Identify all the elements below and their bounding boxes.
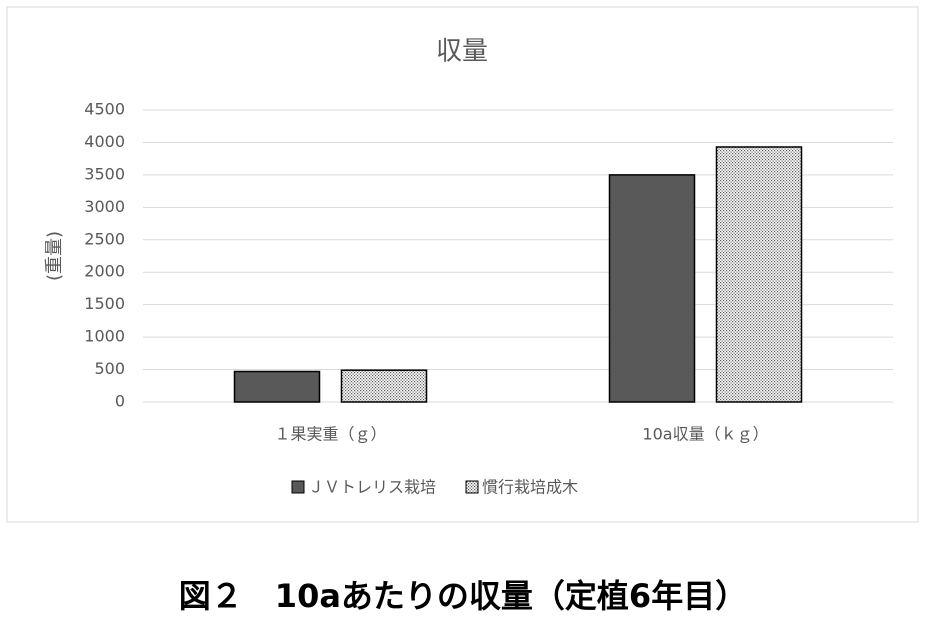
y-tick-label: 4000 [84,132,125,151]
x-tick-label: １果実重（ｇ） [274,425,386,444]
legend-swatch [465,480,479,494]
y-tick-label: 0 [115,392,125,411]
legend-label: 慣行栽培成木 [482,478,578,497]
y-tick-label: 1500 [84,294,125,313]
y-tick-label: 500 [94,359,125,378]
bar [340,369,428,403]
y-tick-label: 4500 [84,100,125,119]
bar [233,370,321,403]
bar [608,174,696,403]
y-tick-label: 3000 [84,197,125,216]
legend-swatch [291,480,305,494]
legend-label: ＪＶトレリス栽培 [308,478,436,497]
x-tick-label: 10a収量（ｋｇ） [642,425,768,444]
caption: 図２ 10aあたりの収量（定植6年目） [179,577,747,615]
y-tick-label: 2000 [84,262,125,281]
y-tick-label: 3500 [84,164,125,183]
y-axis-label: (重量) [44,231,65,281]
bar [715,146,803,403]
y-tick-label: 2500 [84,229,125,248]
y-tick-label: 1000 [84,327,125,346]
chart-title: 収量 [436,37,488,67]
